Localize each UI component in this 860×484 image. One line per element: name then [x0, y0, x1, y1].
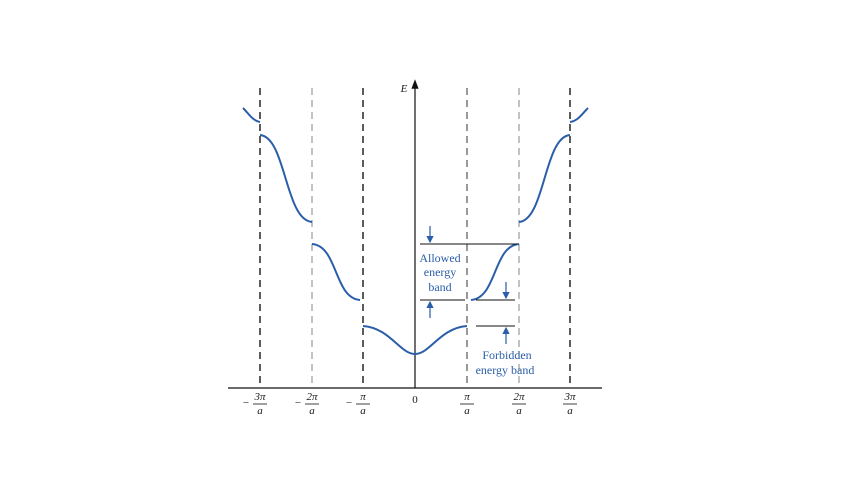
origin-label: 0 [412, 394, 418, 406]
tick-denominator: a [464, 405, 470, 417]
band-2 [311, 243, 361, 301]
tick-denominator: a [257, 405, 263, 417]
band-4 [569, 107, 589, 123]
annotation: energy band [476, 363, 535, 377]
tick-numerator: π [464, 391, 470, 403]
tick-sign: − [243, 397, 249, 409]
tick-denominator: a [567, 405, 573, 417]
tick-sign: − [346, 397, 352, 409]
tick-numerator: π [360, 391, 366, 403]
tick-sign: − [295, 397, 301, 409]
tick-denominator: a [516, 405, 522, 417]
annotation: Forbidden [482, 348, 531, 362]
band-3 [259, 134, 313, 223]
band-1 [362, 325, 468, 356]
band-4 [242, 107, 261, 123]
tick-denominator: a [360, 405, 366, 417]
axis-label: E [400, 83, 408, 95]
band-3 [518, 134, 571, 223]
tick-numerator: 2π [306, 391, 318, 403]
annotation: Allowed [419, 251, 460, 265]
tick-numerator: 3π [253, 391, 266, 403]
annotation: band [428, 280, 451, 294]
annotation-lines [420, 243, 517, 327]
tick-numerator: 3π [563, 391, 576, 403]
tick-numerator: 2π [513, 391, 525, 403]
annotation-arrows [426, 226, 510, 344]
annotation: energy [424, 265, 456, 279]
axes [228, 79, 602, 389]
band-2 [470, 243, 520, 301]
tick-denominator: a [309, 405, 315, 417]
bands [242, 107, 589, 356]
zone-boundaries [259, 88, 571, 388]
